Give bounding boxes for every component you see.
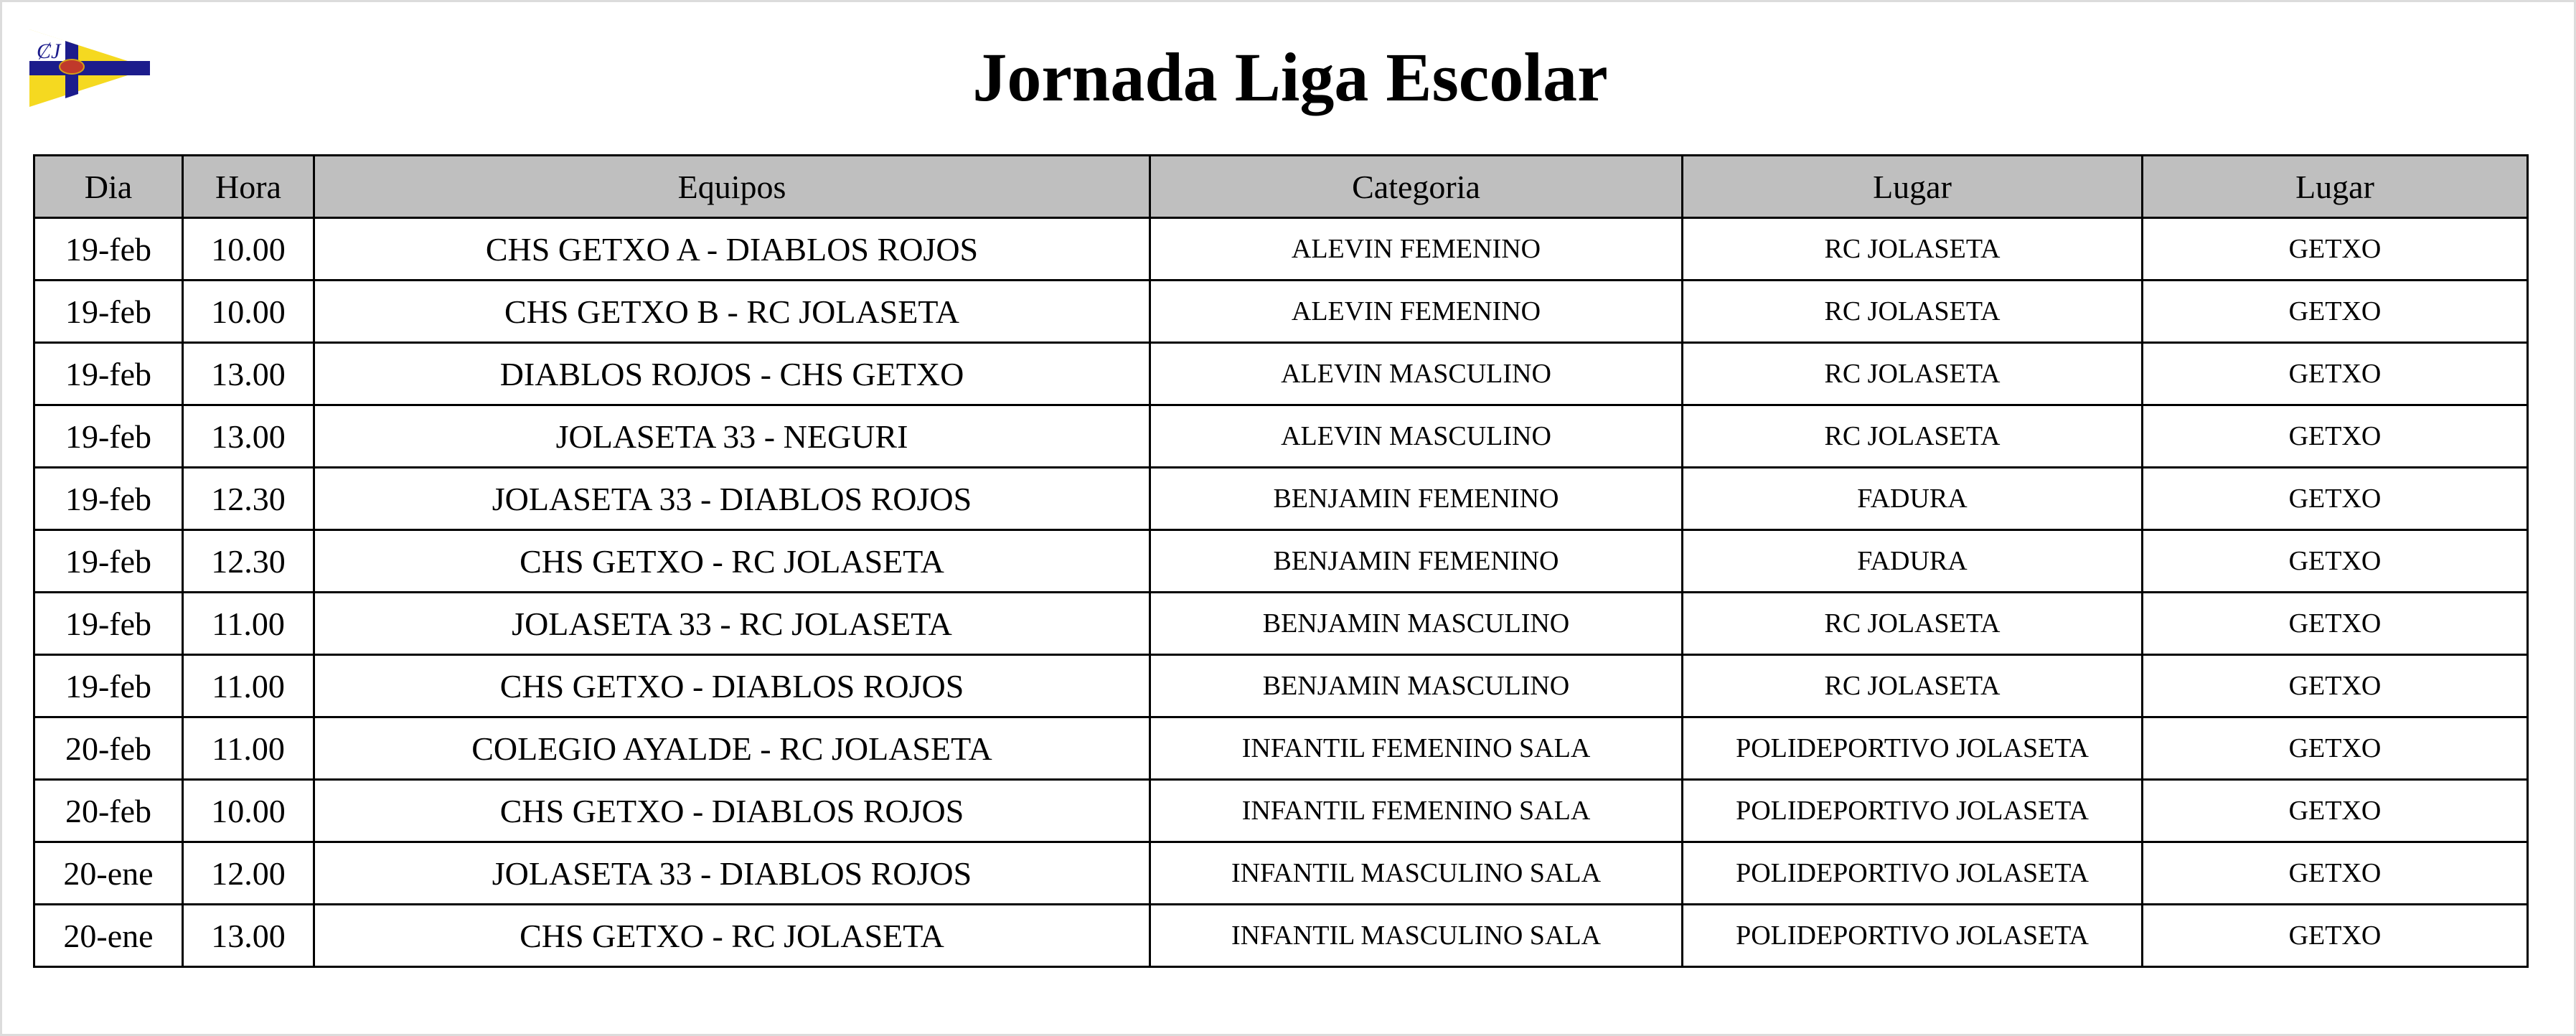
equipos-cell: JOLASETA 33 - DIABLOS ROJOS — [313, 841, 1151, 905]
lugar-2-cell: GETXO — [2141, 591, 2529, 656]
hora-cell: 13.00 — [182, 342, 315, 406]
table-row: 19-feb 13.00 JOLASETA 33 - NEGURI ALEVIN MA… — [33, 404, 2529, 468]
column-header-lugar-2: Lugar — [2141, 154, 2529, 219]
categoria-cell: ALEVIN MASCULINO — [1149, 404, 1683, 468]
table-row: 20-ene 13.00 CHS GETXO - RC JOLASETA INFANT… — [33, 903, 2529, 968]
lugar-cell: POLIDEPORTIVO JOLASETA — [1681, 778, 2143, 843]
column-header-dia: Dia — [33, 154, 184, 219]
categoria-cell: ALEVIN MASCULINO — [1149, 342, 1683, 406]
lugar-2-cell: GETXO — [2141, 778, 2529, 843]
dia-cell: 20-ene — [33, 903, 184, 968]
dia-cell: 19-feb — [33, 466, 184, 531]
lugar-cell: FADURA — [1681, 529, 2143, 593]
lugar-2-cell: GETXO — [2141, 279, 2529, 344]
hora-cell: 13.00 — [182, 404, 315, 468]
table-row: 20-feb 10.00 CHS GETXO - DIABLOS ROJOS INFA… — [33, 778, 2529, 843]
categoria-cell: INFANTIL MASCULINO SALA — [1149, 841, 1683, 905]
equipos-cell: DIABLOS ROJOS - CHS GETXO — [313, 342, 1151, 406]
dia-cell: 19-feb — [33, 217, 184, 281]
categoria-cell: BENJAMIN FEMENINO — [1149, 529, 1683, 593]
column-header-lugar: Lugar — [1681, 154, 2143, 219]
categoria-cell: BENJAMIN FEMENINO — [1149, 466, 1683, 531]
hora-cell: 10.00 — [182, 217, 315, 281]
lugar-cell: RC JOLASETA — [1681, 279, 2143, 344]
column-header-equipos: Equipos — [313, 154, 1151, 219]
column-header-categoria: Categoria — [1149, 154, 1683, 219]
lugar-cell: POLIDEPORTIVO JOLASETA — [1681, 903, 2143, 968]
equipos-cell: JOLASETA 33 - DIABLOS ROJOS — [313, 466, 1151, 531]
club-pennant-logo: ȻJ — [29, 29, 150, 107]
dia-cell: 19-feb — [33, 279, 184, 344]
categoria-cell: BENJAMIN MASCULINO — [1149, 591, 1683, 656]
equipos-cell: CHS GETXO B - RC JOLASETA — [313, 279, 1151, 344]
equipos-cell: JOLASETA 33 - RC JOLASETA — [313, 591, 1151, 656]
lugar-2-cell: GETXO — [2141, 654, 2529, 718]
hora-cell: 12.30 — [182, 466, 315, 531]
equipos-cell: CHS GETXO - RC JOLASETA — [313, 529, 1151, 593]
lugar-cell: FADURA — [1681, 466, 2143, 531]
dia-cell: 19-feb — [33, 342, 184, 406]
dia-cell: 20-ene — [33, 841, 184, 905]
table-row: 19-feb 10.00 CHS GETXO A - DIABLOS ROJOS AL… — [33, 217, 2529, 281]
categoria-cell: INFANTIL FEMENINO SALA — [1149, 716, 1683, 781]
svg-text:ȻJ: ȻJ — [37, 39, 62, 63]
categoria-cell: INFANTIL MASCULINO SALA — [1149, 903, 1683, 968]
table-row: 19-feb 13.00 DIABLOS ROJOS - CHS GETXO ALEV… — [33, 342, 2529, 406]
lugar-2-cell: GETXO — [2141, 404, 2529, 468]
lugar-cell: RC JOLASETA — [1681, 654, 2143, 718]
table-row: 20-feb 11.00 COLEGIO AYALDE - RC JOLASETA I… — [33, 716, 2529, 781]
dia-cell: 19-feb — [33, 654, 184, 718]
table-header-row: Dia Hora Equipos Categoria Lugar Lugar — [33, 154, 2529, 219]
lugar-2-cell: GETXO — [2141, 529, 2529, 593]
lugar-cell: RC JOLASETA — [1681, 217, 2143, 281]
categoria-cell: ALEVIN FEMENINO — [1149, 279, 1683, 344]
hora-cell: 12.30 — [182, 529, 315, 593]
hora-cell: 10.00 — [182, 279, 315, 344]
hora-cell: 11.00 — [182, 591, 315, 656]
hora-cell: 12.00 — [182, 841, 315, 905]
categoria-cell: INFANTIL FEMENINO SALA — [1149, 778, 1683, 843]
lugar-2-cell: GETXO — [2141, 342, 2529, 406]
dia-cell: 19-feb — [33, 529, 184, 593]
equipos-cell: CHS GETXO A - DIABLOS ROJOS — [313, 217, 1151, 281]
table-row: 19-feb 10.00 CHS GETXO B - RC JOLASETA ALEV… — [33, 279, 2529, 344]
equipos-cell: JOLASETA 33 - NEGURI — [313, 404, 1151, 468]
dia-cell: 19-feb — [33, 404, 184, 468]
hora-cell: 13.00 — [182, 903, 315, 968]
lugar-cell: RC JOLASETA — [1681, 342, 2143, 406]
equipos-cell: CHS GETXO - DIABLOS ROJOS — [313, 654, 1151, 718]
dia-cell: 20-feb — [33, 716, 184, 781]
equipos-cell: CHS GETXO - DIABLOS ROJOS — [313, 778, 1151, 843]
categoria-cell: ALEVIN FEMENINO — [1149, 217, 1683, 281]
lugar-2-cell: GETXO — [2141, 716, 2529, 781]
lugar-2-cell: GETXO — [2141, 217, 2529, 281]
lugar-cell: POLIDEPORTIVO JOLASETA — [1681, 841, 2143, 905]
column-header-hora: Hora — [182, 154, 315, 219]
table-row: 19-feb 11.00 CHS GETXO - DIABLOS ROJOS BENJ… — [33, 654, 2529, 718]
lugar-2-cell: GETXO — [2141, 903, 2529, 968]
lugar-2-cell: GETXO — [2141, 466, 2529, 531]
dia-cell: 19-feb — [33, 591, 184, 656]
lugar-cell: POLIDEPORTIVO JOLASETA — [1681, 716, 2143, 781]
lugar-cell: RC JOLASETA — [1681, 591, 2143, 656]
dia-cell: 20-feb — [33, 778, 184, 843]
hora-cell: 11.00 — [182, 654, 315, 718]
hora-cell: 10.00 — [182, 778, 315, 843]
schedule-table: Dia Hora Equipos Categoria Lugar Lugar 1… — [33, 154, 2529, 968]
page-title: Jornada Liga Escolar — [972, 39, 1608, 116]
table-row: 20-ene 12.00 JOLASETA 33 - DIABLOS ROJOS IN… — [33, 841, 2529, 905]
table-row: 19-feb 12.30 CHS GETXO - RC JOLASETA BENJAM… — [33, 529, 2529, 593]
table-row: 19-feb 12.30 JOLASETA 33 - DIABLOS ROJOS BE… — [33, 466, 2529, 531]
lugar-2-cell: GETXO — [2141, 841, 2529, 905]
categoria-cell: BENJAMIN MASCULINO — [1149, 654, 1683, 718]
equipos-cell: COLEGIO AYALDE - RC JOLASETA — [313, 716, 1151, 781]
lugar-cell: RC JOLASETA — [1681, 404, 2143, 468]
table-row: 19-feb 11.00 JOLASETA 33 - RC JOLASETA BENJ… — [33, 591, 2529, 656]
hora-cell: 11.00 — [182, 716, 315, 781]
equipos-cell: CHS GETXO - RC JOLASETA — [313, 903, 1151, 968]
